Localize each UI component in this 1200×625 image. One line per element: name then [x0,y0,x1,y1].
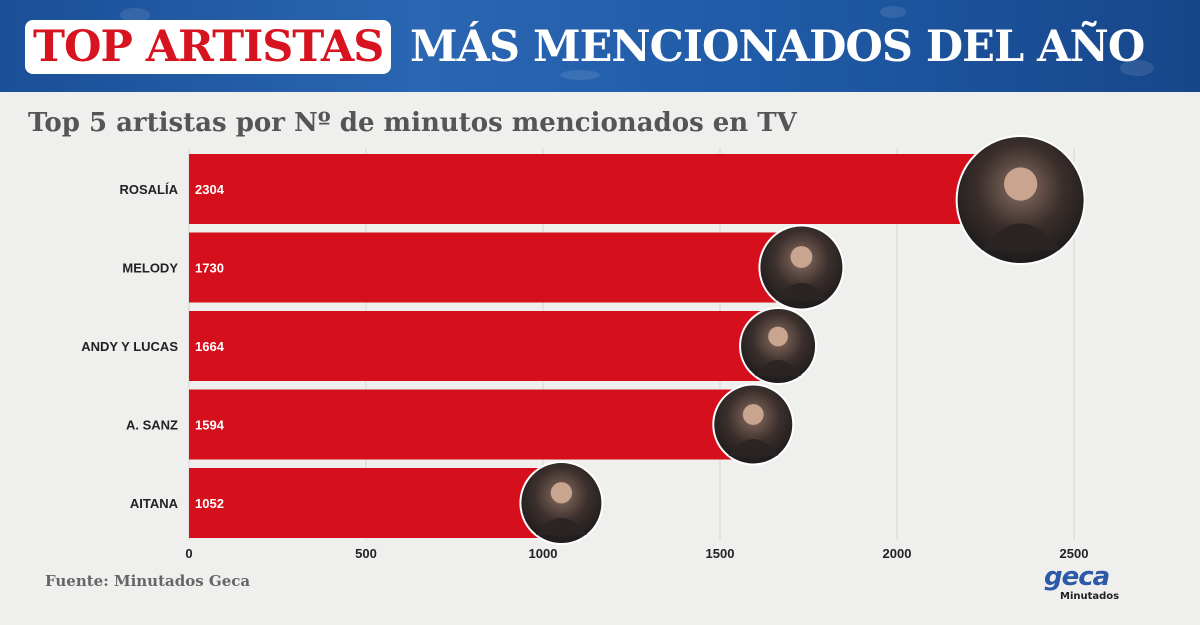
artist-photo-head [742,404,764,425]
category-label: ROSALÍA [120,182,179,197]
title-highlight-box: TOP ARTISTAS [25,20,392,74]
artist-photo [758,224,845,311]
artist-photo [955,135,1086,265]
logo-word: geca [1044,562,1110,592]
title-highlight: TOP ARTISTAS [33,22,384,72]
texture-speck [1120,60,1154,76]
artist-photo-body [728,439,779,456]
artist-photo-head [790,246,813,268]
bar-value-label: 1052 [195,496,224,511]
artist-photo-head [1003,167,1038,201]
artist-photo [712,383,795,466]
header-banner: TOP ARTISTAS MÁS MENCIONADOS DEL AÑO [0,0,1200,92]
bar [189,311,779,381]
bar [189,389,754,460]
bar [189,154,1005,224]
artist-photo-body [535,517,587,535]
texture-speck [120,8,150,22]
bar-value-label: 1730 [195,261,224,276]
category-label: AITANA [130,496,179,511]
logo-subtext: Minutados [1060,591,1120,602]
category-labels: ROSALÍA MELODY ANDY Y LUCAS A. SANZ AITANA [81,182,178,511]
category-label: ANDY Y LUCAS [81,339,178,354]
bar-value-label: 2304 [195,182,225,197]
bar [189,232,802,303]
artist-photo [519,461,604,545]
x-axis-ticks: 0 500 1000 1500 2000 2500 [185,546,1088,561]
category-label: MELODY [122,261,178,276]
source-note: Fuente: Minutados Geca [45,572,251,590]
x-tick-label: 1000 [529,546,558,561]
artist-photo-head [768,326,788,347]
artist-photo-body [980,223,1061,250]
x-tick-label: 2500 [1060,546,1089,561]
texture-speck [880,6,906,18]
bar-value-label: 1664 [195,339,225,354]
x-tick-label: 500 [355,546,377,561]
x-tick-label: 1500 [706,546,735,561]
artist-photo-head [550,482,573,504]
bars: 2304 1730 1664 1594 1052 [189,154,1005,538]
chart-title: Top 5 artistas por Nº de minutos mencion… [28,108,797,138]
title-rest: MÁS MENCIONADOS DEL AÑO [410,22,1145,72]
artist-photo-body [775,282,828,301]
bar-value-label: 1594 [195,418,225,433]
geca-logo: geca Minutados [1038,562,1138,608]
x-tick-label: 0 [185,546,192,561]
texture-speck [560,70,600,80]
artist-photos [519,135,1086,545]
bar [189,468,562,538]
category-label: A. SANZ [126,418,178,433]
artist-photo [739,307,818,385]
artist-photo-body [754,359,802,376]
x-tick-label: 2000 [883,546,912,561]
